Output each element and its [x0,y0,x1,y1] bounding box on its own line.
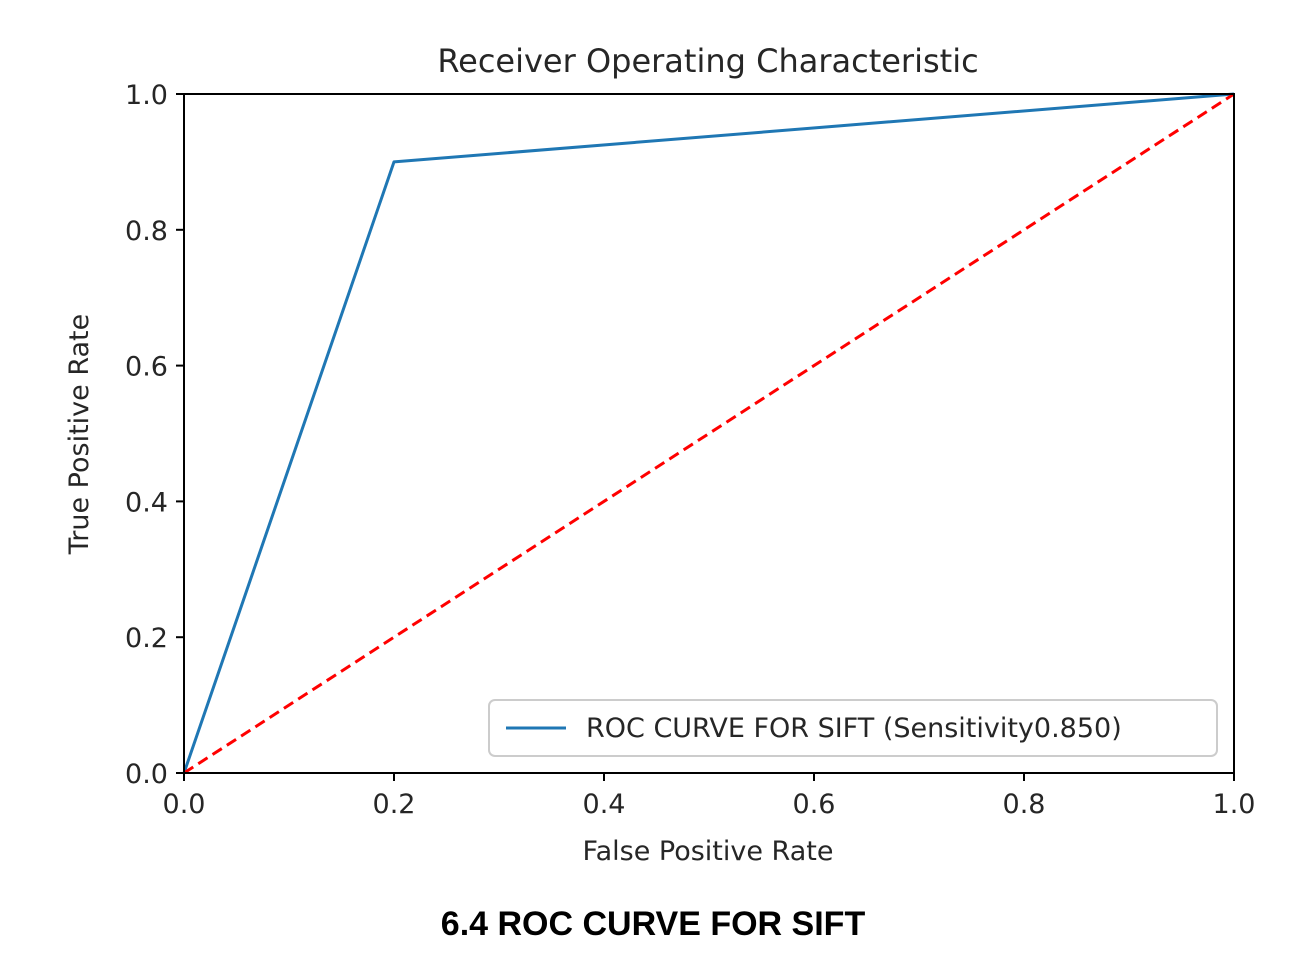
y-axis-label: True Positive Rate [64,314,95,556]
x-tick-label: 0.2 [373,789,416,820]
x-tick-label: 0.8 [1003,789,1046,820]
plot-frame [183,93,1235,774]
x-axis-label: False Positive Rate [583,836,834,867]
y-tick-label: 0.8 [125,216,168,247]
legend-box [488,699,1218,757]
figure-caption: 6.4 ROC CURVE FOR SIFT [440,905,866,943]
x-axis: 0.0 0.2 0.4 0.6 0.8 1.0 [163,773,1256,820]
chance-diagonal-line [183,92,1235,775]
x-tick-label: 0.4 [583,789,626,820]
legend: ROC CURVE FOR SIFT (Sensitivity0.850) [488,699,1218,757]
legend-entry-roc: ROC CURVE FOR SIFT (Sensitivity0.850) [586,713,1122,744]
x-tick-label: 0.0 [163,789,206,820]
plot-area [182,92,1235,775]
x-tick-label: 1.0 [1213,789,1256,820]
y-tick-label: 0.2 [125,623,168,654]
roc-curve-line [182,92,1235,774]
y-tick-label: 0.6 [125,352,168,383]
chart-title: Receiver Operating Characteristic [437,42,978,80]
roc-chart: Receiver Operating Characteristic 0.0 0.2… [64,42,1256,867]
y-tick-label: 0.0 [125,759,168,790]
y-tick-label: 0.4 [125,487,168,518]
y-tick-label: 1.0 [125,80,168,111]
x-tick-label: 0.6 [793,789,836,820]
y-axis: 0.0 0.2 0.4 0.6 0.8 1.0 [125,80,184,790]
